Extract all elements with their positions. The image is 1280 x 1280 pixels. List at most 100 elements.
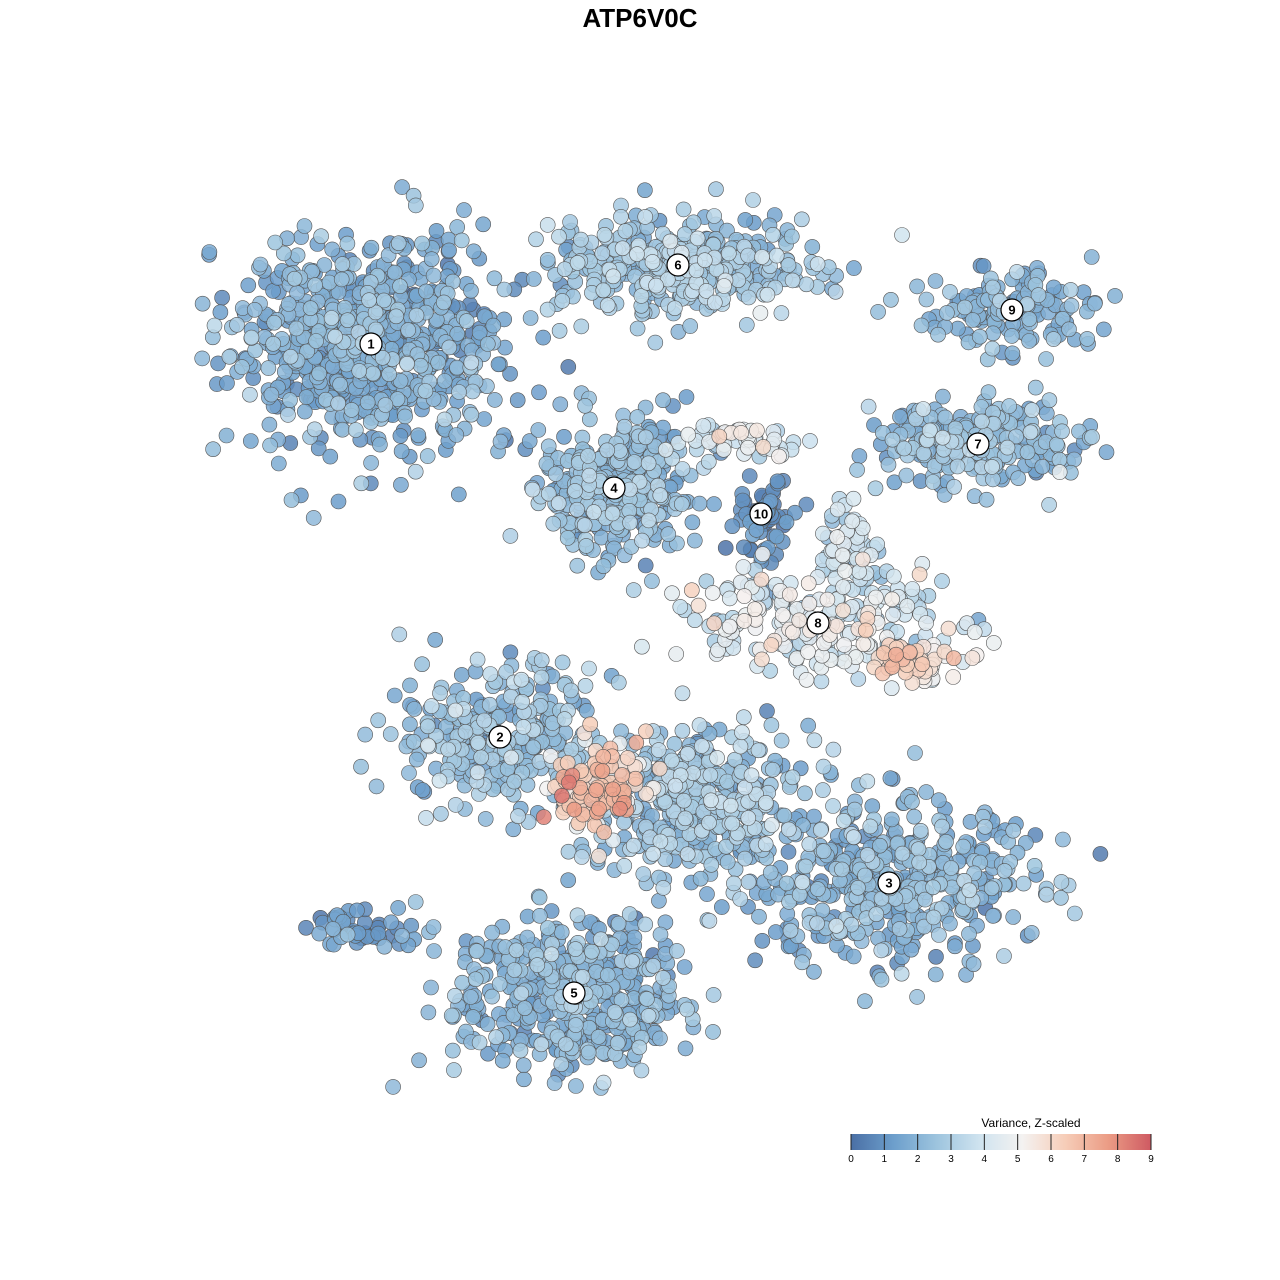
cell-point — [637, 916, 654, 933]
cell-point — [473, 749, 489, 766]
cell-point — [441, 242, 457, 259]
cell-point — [420, 737, 436, 754]
cell-point — [370, 925, 387, 942]
cell-point — [720, 245, 737, 262]
cell-point — [883, 811, 900, 828]
cell-point — [846, 801, 863, 818]
cell-point — [419, 718, 436, 735]
cell-point — [753, 651, 770, 668]
cell-point — [405, 733, 422, 750]
cell-point — [339, 235, 356, 252]
cell-point — [713, 899, 730, 915]
cell-point — [463, 282, 479, 299]
cell-point — [447, 987, 463, 1004]
cell-point — [426, 943, 442, 959]
cell-point — [451, 384, 467, 400]
cell-point — [939, 305, 955, 321]
cell-point — [686, 532, 703, 549]
cell-point — [430, 354, 447, 371]
cell-point — [252, 256, 269, 273]
cell-point — [764, 761, 781, 778]
cell-point — [651, 760, 668, 777]
cell-point — [773, 305, 790, 321]
cell-point — [465, 1009, 481, 1025]
cell-point — [741, 468, 758, 484]
cell-point — [475, 216, 492, 233]
cell-point — [695, 418, 712, 434]
cell-point — [414, 656, 430, 673]
cell-point — [363, 239, 380, 256]
cell-point — [521, 433, 538, 449]
cell-point — [432, 685, 448, 702]
cell-point — [706, 615, 723, 632]
cell-point — [815, 525, 831, 542]
cell-point — [773, 732, 790, 749]
cell-point — [1062, 282, 1079, 298]
cell-point — [298, 389, 315, 405]
cell-point — [947, 420, 964, 437]
cell-point — [372, 436, 388, 453]
cell-point — [733, 425, 750, 441]
cell-point — [194, 295, 211, 312]
cell-point — [829, 501, 846, 518]
cell-point — [942, 915, 958, 932]
cell-point — [330, 395, 347, 412]
cell-point — [674, 685, 691, 702]
cell-point — [540, 920, 556, 936]
cell-point — [545, 515, 562, 532]
cell-point — [693, 738, 710, 754]
cell-point — [692, 870, 709, 887]
cell-point — [423, 979, 439, 996]
cell-point — [513, 985, 530, 1002]
cell-point — [625, 837, 642, 854]
cell-point — [480, 1045, 496, 1062]
cell-point — [381, 366, 397, 383]
cell-point — [592, 931, 609, 948]
chart-title: ATP6V0C — [582, 3, 697, 33]
cell-point — [738, 317, 755, 333]
cell-point — [655, 880, 672, 896]
cell-point — [262, 437, 278, 454]
cell-point — [595, 282, 612, 299]
cell-point — [582, 716, 599, 733]
cell-point — [911, 854, 928, 871]
cell-point — [964, 312, 981, 328]
cell-point — [1038, 351, 1054, 367]
cell-point — [457, 723, 474, 740]
cell-point — [539, 217, 556, 233]
cell-point — [339, 926, 356, 943]
cell-point — [578, 538, 595, 554]
cell-point — [496, 281, 513, 298]
cell-point — [1005, 822, 1022, 839]
cell-point — [435, 294, 452, 311]
cell-point — [750, 742, 767, 759]
cell-point — [425, 919, 442, 935]
legend-tick-label: 8 — [1115, 1154, 1121, 1165]
cell-point — [469, 651, 486, 668]
cell-point — [411, 1052, 427, 1069]
cell-point — [613, 209, 629, 225]
cell-point — [704, 585, 721, 601]
cell-point — [516, 1071, 532, 1088]
cell-point — [650, 742, 667, 758]
cell-point — [647, 334, 664, 351]
cell-point — [402, 716, 418, 733]
cell-point — [724, 815, 741, 832]
cell-point — [679, 1001, 695, 1018]
cell-point — [705, 987, 722, 1003]
cell-point — [635, 866, 652, 882]
cell-point — [1054, 423, 1070, 440]
cell-point — [531, 384, 547, 401]
cell-point — [804, 239, 821, 255]
cell-point — [883, 680, 900, 697]
cell-point — [797, 858, 814, 875]
cell-point — [463, 354, 480, 371]
cell-point — [486, 270, 503, 287]
cell-point — [310, 440, 327, 457]
cell-point — [1041, 496, 1057, 513]
cell-point — [260, 360, 277, 376]
cluster-label-3: 3 — [877, 871, 901, 895]
cell-point — [531, 907, 548, 924]
cell-point — [645, 957, 662, 974]
cell-point — [406, 701, 423, 717]
